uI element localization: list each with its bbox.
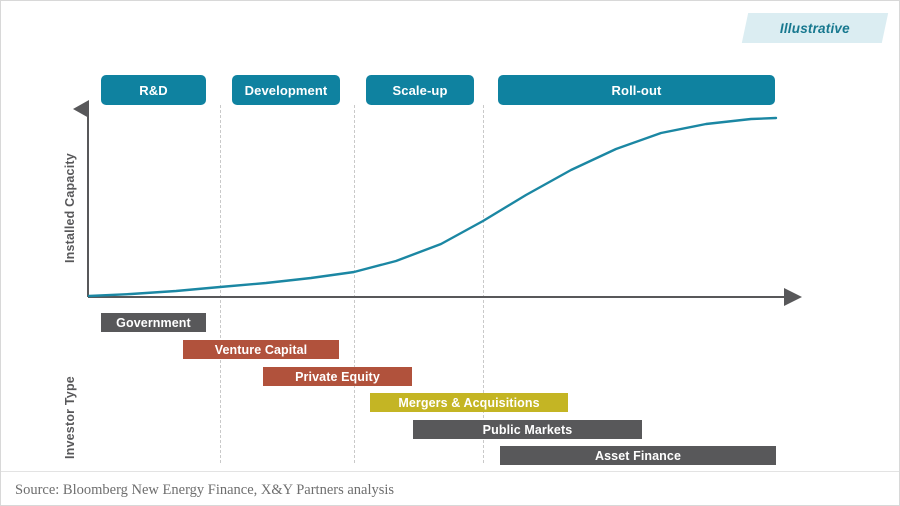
phase-divider-2: [354, 105, 355, 463]
investor-bar-label: Public Markets: [482, 422, 573, 437]
investor-bar-label: Private Equity: [295, 369, 380, 384]
phase-label: Roll-out: [611, 82, 662, 98]
phase-box-scale-up[interactable]: Scale-up: [366, 75, 474, 105]
phase-label: Scale-up: [392, 82, 448, 98]
investor-bar-government[interactable]: Government: [101, 313, 206, 332]
investor-bar-label: Asset Finance: [594, 448, 682, 463]
investor-bar-venture-capital[interactable]: Venture Capital: [183, 340, 339, 359]
investor-bar-label: Venture Capital: [214, 342, 308, 357]
phase-box-rnd[interactable]: R&D: [101, 75, 206, 105]
phase-label: Development: [244, 82, 328, 98]
investor-bar-label: Government: [116, 315, 191, 330]
phase-divider-1: [220, 105, 221, 463]
phase-divider-3: [483, 105, 484, 463]
investor-bar-public-markets[interactable]: Public Markets: [413, 420, 642, 439]
investor-bar-mergers-acquisitions[interactable]: Mergers & Acquisitions: [370, 393, 568, 412]
footer-divider: [1, 471, 899, 472]
investor-bar-label: Mergers & Acquisitions: [398, 395, 540, 410]
capacity-curve: [87, 116, 778, 298]
phase-box-roll-out[interactable]: Roll-out: [498, 75, 775, 105]
investor-bar-asset-finance[interactable]: Asset Finance: [500, 446, 776, 465]
phase-label: R&D: [139, 82, 168, 98]
phase-box-development[interactable]: Development: [232, 75, 340, 105]
investor-bar-private-equity[interactable]: Private Equity: [263, 367, 412, 386]
source-note: Source: Bloomberg New Energy Finance, X&…: [15, 482, 395, 498]
